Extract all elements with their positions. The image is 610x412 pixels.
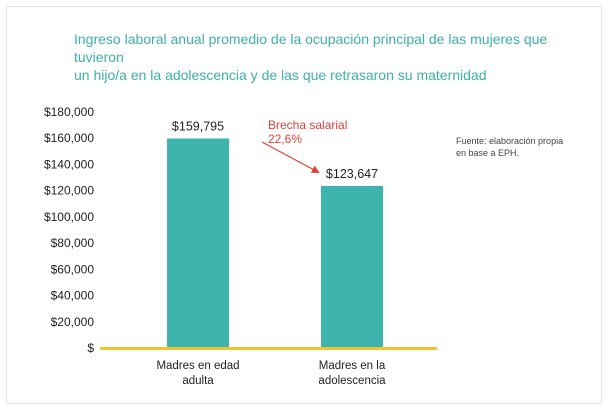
bars: $159,795 $123,647 bbox=[167, 119, 383, 348]
y-tick-label: $120,000 bbox=[44, 184, 94, 198]
y-tick-label: $160,000 bbox=[44, 131, 94, 145]
annotation-text: 22,6% bbox=[268, 132, 302, 146]
x-category-label: adolescencia bbox=[318, 375, 386, 387]
y-tick-label: $20,000 bbox=[51, 315, 95, 329]
y-tick-label: $140,000 bbox=[44, 157, 94, 171]
y-tick-label: $180,000 bbox=[44, 105, 94, 119]
chart-title-line-1: Ingreso laboral anual promedio de la ocu… bbox=[74, 31, 548, 65]
y-tick-label: $ bbox=[87, 341, 94, 355]
chart-title: Ingreso laboral anual promedio de la ocu… bbox=[74, 30, 574, 84]
bar-value-label: $123,647 bbox=[326, 167, 378, 181]
source-note-line-2: en base a EPH. bbox=[456, 148, 520, 158]
x-axis: Madres en edad adulta Madres en la adolesce… bbox=[100, 347, 437, 387]
y-tick-label: $100,000 bbox=[44, 210, 94, 224]
x-category-label: Madres en edad bbox=[156, 360, 239, 372]
source-note: Fuente: elaboración propia en base a EPH… bbox=[456, 135, 596, 159]
bar bbox=[167, 138, 229, 348]
x-category-label: adulta bbox=[182, 375, 214, 387]
x-category-label: Madres en la bbox=[319, 360, 386, 372]
y-tick-label: $80,000 bbox=[51, 236, 95, 250]
annotation-arrow bbox=[261, 141, 320, 173]
bar bbox=[321, 185, 383, 348]
y-tick-label: $40,000 bbox=[51, 289, 95, 303]
source-note-line-1: Fuente: elaboración propia bbox=[456, 136, 564, 146]
y-axis: $ $20,000 $40,000 $60,000 $80,000 $100,000 $12… bbox=[44, 105, 94, 355]
chart-title-line-2: un hijo/a en la adolescencia y de las qu… bbox=[74, 67, 487, 83]
annotation-text: Brecha salarial bbox=[268, 118, 347, 132]
bar-value-label: $159,795 bbox=[172, 119, 224, 133]
y-tick-label: $60,000 bbox=[51, 262, 95, 276]
chart-frame bbox=[6, 6, 602, 404]
